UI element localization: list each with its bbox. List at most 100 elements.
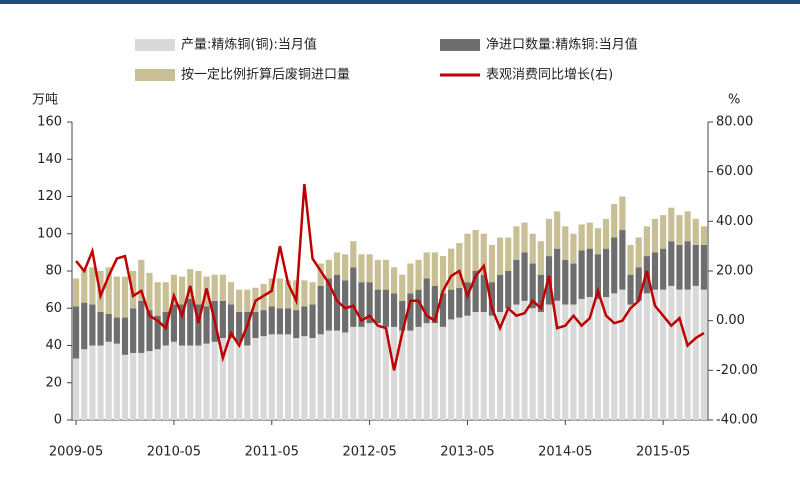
bar-segment xyxy=(488,282,496,316)
bar-segment xyxy=(219,300,226,339)
bar-segment xyxy=(236,341,243,420)
bar-segment xyxy=(72,358,80,420)
x-tick-label: 2010-05 xyxy=(147,445,201,460)
bar-segment xyxy=(529,263,536,309)
x-tick-label: 2011-05 xyxy=(245,445,299,460)
bar-segment xyxy=(496,311,504,420)
bar-segment xyxy=(415,259,422,290)
bar-segment xyxy=(602,218,610,249)
bar-segment xyxy=(81,302,88,350)
legend-label: 按一定比例折算后废铜进口量 xyxy=(181,67,350,83)
legend-label: 净进口数量:精炼铜:当月值 xyxy=(486,37,638,53)
bar-segment xyxy=(676,215,683,245)
bar-segment xyxy=(358,282,365,327)
bar-segment xyxy=(684,211,691,242)
bar-segment xyxy=(382,259,390,290)
bar-segment xyxy=(407,263,414,294)
bar-segment xyxy=(448,248,455,290)
bar-segment xyxy=(651,218,659,253)
line xyxy=(75,183,705,371)
bar-segment xyxy=(399,300,406,331)
bar-segment xyxy=(97,311,104,346)
bar-segment xyxy=(342,280,349,333)
bar-segment xyxy=(138,352,145,420)
bar-segment xyxy=(505,308,512,420)
bar-segment xyxy=(651,289,659,420)
bar-segment xyxy=(521,252,528,301)
bar-segment xyxy=(170,274,178,305)
y-axis-label: 万吨 xyxy=(32,93,58,108)
bar-segment xyxy=(570,263,577,305)
bar-segment xyxy=(390,293,398,327)
bar-segment xyxy=(350,326,357,420)
bar-segment xyxy=(456,317,463,420)
x-tick-label: 2012-05 xyxy=(342,445,396,460)
bar-segment xyxy=(700,244,708,290)
bar-segment xyxy=(700,226,708,245)
bar-segment xyxy=(154,282,161,316)
bar-segment xyxy=(529,308,536,420)
bar-segment xyxy=(325,330,332,420)
bar-segment xyxy=(554,211,561,249)
bar-segment xyxy=(382,289,390,327)
x-tick-label: 2009-05 xyxy=(49,445,103,460)
legend-swatch xyxy=(135,39,175,51)
bar-segment xyxy=(472,311,479,420)
bar-segment xyxy=(130,352,137,420)
bar-segment xyxy=(505,271,512,309)
bar-segment xyxy=(472,271,479,312)
bar-segment xyxy=(660,289,667,420)
bar-segment xyxy=(113,276,120,318)
bar-segment xyxy=(619,289,626,420)
bar-segment xyxy=(366,254,373,283)
bar-segment xyxy=(236,311,243,342)
bar-segment xyxy=(178,345,186,420)
bar-segment xyxy=(187,298,194,346)
bar-segment xyxy=(97,345,104,420)
bar-segment xyxy=(309,338,316,420)
x-tick-label: 2013-05 xyxy=(440,445,494,460)
bar-segment xyxy=(635,300,642,420)
bar-segment xyxy=(594,254,602,299)
bar-segment xyxy=(554,300,561,420)
y2-tick-label: 40.00 xyxy=(716,214,753,229)
bar-segment xyxy=(651,252,659,290)
bar-segment xyxy=(513,304,520,420)
bar-segment xyxy=(301,336,308,420)
bar-segment xyxy=(366,282,373,324)
bar-segment xyxy=(480,311,487,420)
bar-segment xyxy=(317,334,324,420)
bar-segment xyxy=(284,334,292,420)
bar-segment xyxy=(423,252,430,279)
bar-segment xyxy=(399,330,406,420)
bar-segment xyxy=(333,252,341,275)
bar-segment xyxy=(537,274,544,312)
bar-segment xyxy=(236,289,243,312)
bar-segment xyxy=(627,304,634,420)
bar-segment xyxy=(423,278,430,324)
bar-segment xyxy=(692,285,699,420)
bar-segment xyxy=(488,315,496,420)
bar-segment xyxy=(162,345,169,420)
bar-segment xyxy=(611,293,618,420)
bar-segment xyxy=(456,287,463,318)
legend-swatch xyxy=(135,69,175,81)
bar-segment xyxy=(554,248,561,301)
bar-segment xyxy=(635,267,642,301)
bar-segment xyxy=(178,304,186,346)
bar-segment xyxy=(660,248,667,290)
bar-segment xyxy=(113,317,120,344)
bar-segment xyxy=(611,203,618,238)
bar-segment xyxy=(317,285,324,335)
bar-segment xyxy=(121,354,129,420)
bar-segment xyxy=(276,334,284,420)
bar-segment xyxy=(105,341,112,420)
x-tick-label: 2014-05 xyxy=(538,445,592,460)
bar-segment xyxy=(692,244,699,286)
bar-segment xyxy=(570,233,577,264)
bar-segment xyxy=(627,274,634,305)
y-tick-label: 40 xyxy=(45,338,62,353)
bar-segment xyxy=(138,259,145,301)
bar-segment xyxy=(382,326,390,420)
